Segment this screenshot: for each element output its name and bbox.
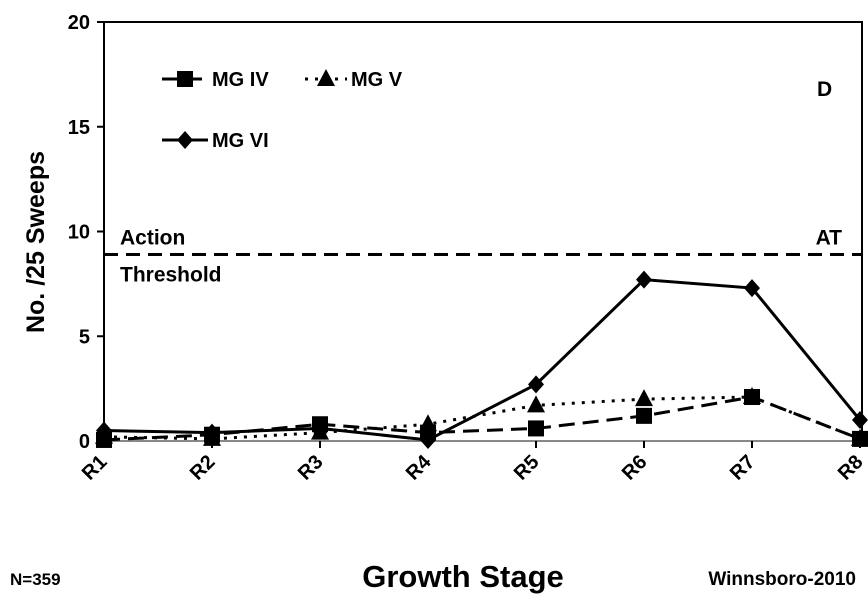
x-axis: R1 R2 R3 R4 R5 R6 R7 R8 bbox=[78, 441, 868, 485]
series-mg-vi bbox=[96, 270, 868, 449]
legend-marker bbox=[317, 69, 335, 86]
footer-sample-size: N=359 bbox=[10, 570, 61, 589]
legend-label: MG VI bbox=[212, 130, 269, 152]
x-tick-label: R6 bbox=[618, 451, 652, 485]
legend-marker bbox=[177, 71, 193, 87]
y-tick-label: 10 bbox=[68, 222, 90, 244]
data-point bbox=[636, 407, 652, 424]
x-tick-label: R8 bbox=[834, 451, 868, 485]
y-tick-label: 5 bbox=[79, 326, 90, 348]
data-point bbox=[635, 389, 653, 407]
x-tick-label: R2 bbox=[186, 451, 220, 485]
threshold-at-label: AT bbox=[816, 227, 843, 250]
action-threshold: Action Threshold AT bbox=[104, 227, 862, 287]
x-tick-label: R1 bbox=[78, 451, 112, 485]
legend-label: MG IV bbox=[212, 69, 269, 91]
data-point bbox=[851, 428, 868, 446]
data-point bbox=[96, 421, 112, 440]
panel-label: D bbox=[817, 78, 832, 101]
y-tick-label: 20 bbox=[68, 12, 90, 34]
series-line bbox=[103, 395, 861, 441]
x-tick-label: R3 bbox=[294, 451, 328, 485]
series-layer bbox=[95, 270, 868, 449]
footer-location-year: Winnsboro-2010 bbox=[708, 569, 856, 590]
x-axis-label: Growth Stage bbox=[362, 559, 564, 594]
legend-label: MG V bbox=[351, 69, 403, 91]
series-line bbox=[103, 278, 862, 442]
threshold-label-bottom: Threshold bbox=[120, 264, 222, 287]
data-point bbox=[312, 419, 328, 438]
data-point bbox=[527, 395, 545, 413]
data-point bbox=[420, 430, 436, 449]
data-point bbox=[528, 375, 544, 394]
data-point bbox=[636, 270, 652, 289]
legend-item: MG V bbox=[305, 69, 403, 91]
x-tick-label: R7 bbox=[726, 451, 760, 485]
threshold-label-top: Action bbox=[120, 227, 185, 250]
data-point bbox=[419, 414, 437, 432]
x-tick-label: R4 bbox=[402, 450, 436, 484]
y-tick-label: 15 bbox=[68, 117, 90, 139]
legend: MG IV MG V MG VI bbox=[162, 69, 403, 152]
data-point bbox=[743, 387, 761, 405]
data-point bbox=[852, 411, 868, 430]
legend-item: MG IV bbox=[162, 69, 269, 91]
data-point bbox=[204, 423, 220, 442]
y-axis: 0 5 10 15 20 bbox=[68, 12, 104, 453]
x-tick-label: R5 bbox=[510, 451, 544, 485]
legend-marker bbox=[177, 131, 193, 149]
data-point bbox=[528, 420, 544, 437]
data-point bbox=[744, 279, 760, 298]
y-axis-label: No. /25 Sweeps bbox=[22, 151, 50, 333]
legend-item: MG VI bbox=[162, 130, 269, 152]
y-tick-label: 0 bbox=[79, 431, 90, 453]
